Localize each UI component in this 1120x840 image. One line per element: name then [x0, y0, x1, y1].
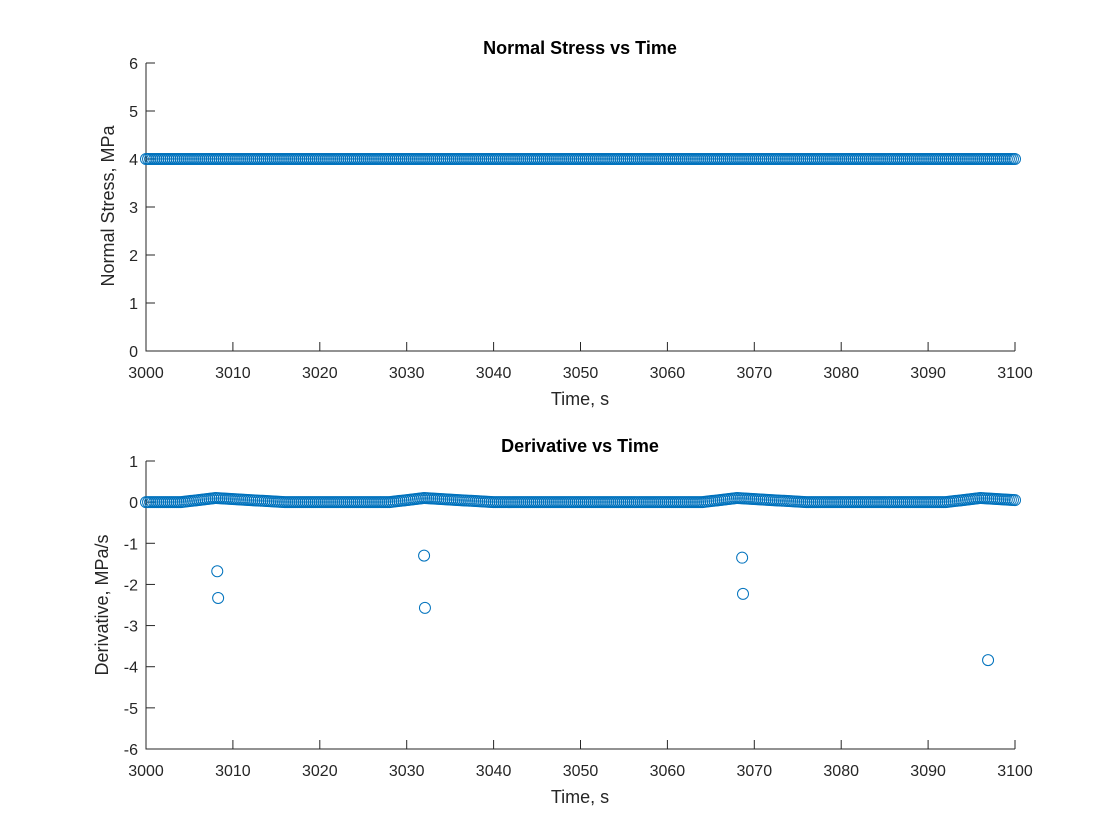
derivative-outlier-point	[982, 654, 995, 667]
normal-stress-plot: Normal Stress vs Time Time, s Normal Str…	[98, 38, 1033, 409]
derivative-outlier-point	[418, 601, 431, 614]
derivative-outlier-point	[737, 587, 750, 600]
normal-stress-x-tick-label: 3050	[563, 365, 599, 382]
derivative-x-tick-label: 3020	[302, 763, 338, 780]
normal-stress-x-tick-label: 3070	[737, 365, 773, 382]
derivative-x-tick-label: 3050	[563, 763, 599, 780]
normal-stress-y-tick-label: 4	[129, 152, 138, 169]
derivative-y-tick-label: -5	[124, 701, 138, 718]
normal-stress-x-axis-label: Time, s	[551, 389, 609, 409]
derivative-y-tick-label: 0	[129, 495, 138, 512]
derivative-point	[1009, 494, 1021, 507]
normal-stress-y-axis-label: Normal Stress, MPa	[98, 125, 118, 287]
normal-stress-x-tick-label: 3100	[997, 365, 1033, 382]
derivative-outlier-point	[736, 551, 749, 564]
normal-stress-x-tick-label: 3030	[389, 365, 425, 382]
normal-stress-x-tick-label: 3060	[650, 365, 686, 382]
normal-stress-markers	[140, 153, 1021, 165]
derivative-x-tick-label: 3000	[128, 763, 164, 780]
normal-stress-x-tick-label: 3080	[823, 365, 859, 382]
derivative-ticks: 3000 3010 3020 3030 3040 3050 3060 3070 3080 3090…	[124, 454, 1033, 780]
normal-stress-x-tick-label: 3000	[128, 365, 164, 382]
normal-stress-plot-title: Normal Stress vs Time	[483, 38, 677, 58]
derivative-y-axis-label: Derivative, MPa/s	[92, 534, 112, 675]
normal-stress-x-tick-label: 3010	[215, 365, 251, 382]
derivative-plot-title: Derivative vs Time	[501, 436, 659, 456]
derivative-x-tick-label: 3100	[997, 763, 1033, 780]
derivative-outlier-point	[418, 549, 431, 562]
derivative-x-tick-label: 3060	[650, 763, 686, 780]
normal-stress-ticks: 3000 3010 3020 3030 3040 3050 3060 3070 3080 3090…	[128, 56, 1033, 382]
derivative-x-axis-label: Time, s	[551, 787, 609, 807]
derivative-y-tick-label: -3	[124, 619, 138, 636]
derivative-x-tick-label: 3040	[476, 763, 512, 780]
normal-stress-x-tick-label: 3020	[302, 365, 338, 382]
derivative-y-tick-label: -2	[124, 577, 138, 594]
derivative-x-tick-label: 3030	[389, 763, 425, 780]
derivative-plot: Derivative vs Time Time, s Derivative, M…	[92, 436, 1033, 807]
derivative-x-tick-label: 3070	[737, 763, 773, 780]
derivative-markers	[140, 492, 1021, 667]
derivative-y-tick-label: -4	[124, 660, 138, 677]
normal-stress-x-tick-label: 3040	[476, 365, 512, 382]
derivative-x-tick-label: 3080	[823, 763, 859, 780]
normal-stress-y-tick-label: 0	[129, 344, 138, 361]
derivative-x-tick-label: 3010	[215, 763, 251, 780]
derivative-outlier-point	[212, 592, 225, 605]
derivative-x-tick-label: 3090	[910, 763, 946, 780]
normal-stress-point	[1009, 153, 1021, 165]
normal-stress-y-tick-label: 5	[129, 104, 138, 121]
normal-stress-y-tick-label: 2	[129, 248, 138, 265]
normal-stress-y-tick-label: 1	[129, 296, 138, 313]
normal-stress-x-tick-label: 3090	[910, 365, 946, 382]
normal-stress-y-tick-label: 3	[129, 200, 138, 217]
derivative-y-tick-label: 1	[129, 454, 138, 471]
derivative-outlier-point	[211, 565, 224, 578]
normal-stress-y-tick-label: 6	[129, 56, 138, 73]
derivative-y-tick-label: -1	[124, 536, 138, 553]
derivative-y-tick-label: -6	[124, 742, 138, 759]
